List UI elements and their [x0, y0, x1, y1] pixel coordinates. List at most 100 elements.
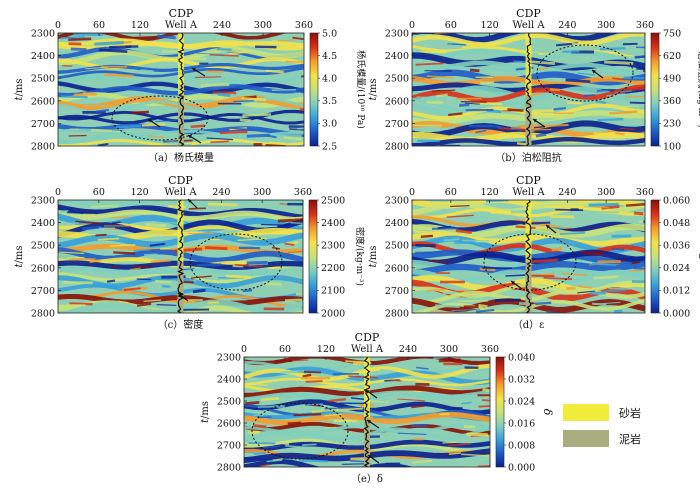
legend-swatch-mudstone	[563, 430, 609, 447]
x-tick-label-e: 360	[481, 344, 499, 355]
cdp-label-a: CDP	[169, 7, 194, 20]
x-tick-label-e: 240	[399, 344, 417, 355]
x-tick-label-d: 300	[597, 187, 615, 198]
y-tick-label-a: 2800	[31, 142, 55, 153]
sandstone-column-d	[525, 200, 532, 263]
y-tick-label-d: 2800	[385, 309, 409, 320]
colorbar-tick-label-a: 3.5	[322, 96, 337, 107]
highlight-ellipse-e	[251, 402, 349, 460]
y-tick-label-d: 2300	[385, 196, 409, 207]
colorbar-tick-label-c: 2100	[321, 286, 345, 297]
colorbar-tick-label-b: 750	[663, 28, 681, 39]
x-tick-label-e: 120	[317, 344, 335, 355]
y-tick-label-e: 2300	[217, 353, 241, 364]
x-tick-label-c: 360	[294, 187, 312, 198]
well-log-curve-d	[525, 200, 532, 313]
x-tick-label-a: 300	[254, 20, 272, 31]
colorbar-label-d: ε	[696, 254, 700, 260]
highlight-ellipse-c	[189, 233, 283, 291]
x-tick-label-b: 360	[636, 20, 654, 31]
y-tick-label-e: 2800	[217, 463, 241, 474]
colorbar-tick-label-e: 0.016	[508, 418, 535, 429]
y-tick-label-b: 2500	[385, 74, 409, 85]
y-tick-label-b: 2800	[385, 142, 409, 153]
panel-caption-b: （b）泊松阻抗	[495, 151, 561, 164]
well-log-curve-b	[525, 33, 532, 146]
x-tick-label-e: 0	[241, 344, 247, 355]
panel-caption-a: （a）杨氏模量	[148, 151, 214, 164]
well-log-curve-c	[177, 200, 185, 313]
y-axis-label-c: t/ms	[14, 245, 25, 267]
colorbar-e	[495, 356, 505, 468]
colorbar-tick-label-e: 0.000	[508, 462, 535, 473]
x-tick-label-c: 240	[212, 187, 230, 198]
colorbar-tick-label-a: 3.0	[322, 119, 337, 130]
x-tick-label-c: 0	[55, 187, 61, 198]
y-tick-label-c: 2700	[31, 286, 55, 297]
x-tick-label-d: 360	[636, 187, 654, 198]
x-tick-label-c: 300	[253, 187, 271, 198]
mudstone-column-d	[525, 262, 532, 313]
colorbar-tick-label-c: 2300	[321, 241, 345, 252]
y-tick-label-e: 2400	[217, 375, 241, 386]
sandstone-column-b	[525, 33, 532, 96]
colorbar-tick-label-a: 4.5	[322, 51, 337, 62]
x-tick-label-d: 120	[481, 187, 499, 198]
y-tick-label-a: 2400	[31, 51, 55, 62]
colorbar-tick-label-c: 2000	[321, 308, 345, 319]
x-tick-label-c: 120	[131, 187, 149, 198]
sandstone-column-c	[177, 200, 184, 263]
x-tick-label-d: 0	[409, 187, 415, 198]
y-tick-label-c: 2600	[31, 263, 55, 274]
y-tick-label-b: 2300	[385, 29, 409, 40]
panel-frame-a	[57, 32, 305, 147]
y-tick-label-e: 2600	[217, 419, 241, 430]
colorbar-a	[309, 32, 319, 147]
panel-caption-c: （c）密度	[158, 318, 204, 331]
seismic-section-e	[244, 357, 490, 467]
colorbar-tick-label-d: 0.000	[663, 308, 690, 319]
x-tick-label-d: 60	[445, 187, 457, 198]
colorbar-label-c: 密度/(kg·m⁻³)	[354, 227, 366, 286]
colorbar-b	[650, 32, 660, 147]
panel-frame-b	[411, 32, 646, 147]
colorbar-label-b: 泊松阻抗/(kg·m⁻³)	[696, 51, 700, 128]
y-axis-label-b: t/ms	[368, 78, 379, 100]
cdp-label-d: CDP	[516, 174, 541, 187]
cdp-label-b: CDP	[516, 7, 541, 20]
y-tick-label-d: 2600	[385, 263, 409, 274]
y-tick-label-e: 2500	[217, 397, 241, 408]
colorbar-label-a: 杨氏模量/(10¹⁰ Pa)	[355, 50, 367, 129]
y-tick-label-a: 2600	[31, 96, 55, 107]
colorbar-tick-label-a: 4.0	[322, 74, 337, 85]
y-tick-label-b: 2400	[385, 51, 409, 62]
colorbar-tick-label-c: 2500	[321, 195, 345, 206]
x-tick-label-e: 300	[440, 344, 458, 355]
mudstone-column-c	[177, 262, 184, 313]
well-log-curve-a	[177, 33, 185, 146]
x-tick-label-c: 60	[93, 187, 105, 198]
x-tick-label-a: 360	[295, 20, 313, 31]
y-tick-label-d: 2700	[385, 286, 409, 297]
colorbar-d	[650, 199, 660, 314]
colorbar-tick-label-d: 0.060	[663, 195, 690, 206]
legend-label-sandstone: 砂岩	[619, 406, 641, 420]
x-tick-label-b: 240	[558, 20, 576, 31]
legend-swatch-sandstone	[563, 404, 609, 421]
panel-caption-d: （d）ε	[513, 319, 545, 331]
x-tick-label-b: 0	[409, 20, 415, 31]
well-log-curve-e	[363, 357, 371, 467]
y-tick-label-c: 2800	[31, 309, 55, 320]
well-label-c: Well A	[164, 187, 197, 198]
y-tick-label-c: 2500	[31, 241, 55, 252]
y-tick-label-a: 2300	[31, 29, 55, 40]
seismic-section-c	[58, 200, 303, 313]
y-axis-label-e: t/ms	[200, 401, 211, 423]
colorbar-label-e: δ	[541, 409, 554, 416]
colorbar-tick-label-e: 0.008	[508, 440, 535, 451]
y-tick-label-d: 2400	[385, 218, 409, 229]
panel-frame-c	[57, 199, 304, 314]
